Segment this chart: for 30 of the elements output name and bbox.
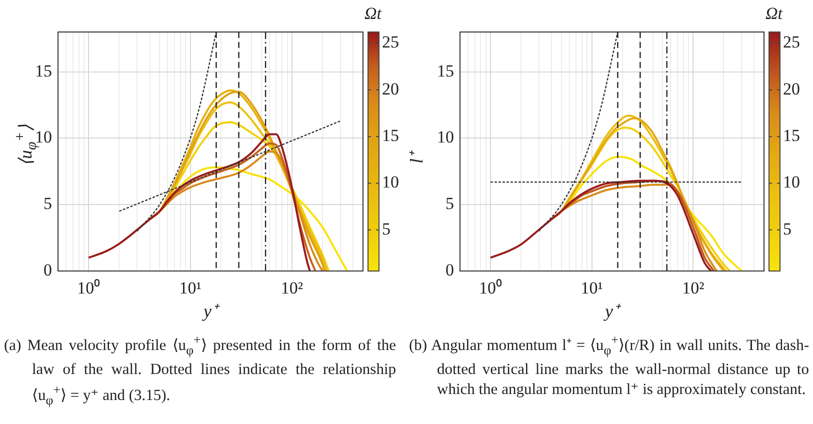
y-tick-label: 5: [446, 194, 454, 214]
color-bar-label: 25: [783, 32, 800, 52]
color-bar-label: 10: [382, 172, 399, 192]
x-axis-title: y⁺: [204, 300, 218, 322]
color-bar-label: 10: [783, 172, 800, 192]
color-bar-title: Ωt: [765, 4, 783, 24]
y-tick-label: 15: [35, 61, 52, 80]
color-bar-label: 15: [783, 126, 800, 146]
y-tick-label: 0: [44, 260, 52, 280]
y-tick-label: 15: [437, 61, 454, 80]
color-bar-label: 25: [382, 32, 399, 52]
x-axis-title: y⁺: [605, 300, 619, 322]
x-tick-label: 10⁰: [479, 278, 502, 298]
color-bar-label: 5: [783, 219, 792, 238]
y-tick-label: 5: [44, 194, 52, 214]
x-tick-label: 10²: [280, 278, 303, 298]
color-bar-label: 5: [382, 219, 390, 238]
y-tick-label: 10: [437, 128, 454, 147]
x-tick-label: 10¹: [179, 278, 202, 298]
x-tick-label: 10²: [682, 278, 704, 298]
color-bar-label: 20: [783, 79, 800, 98]
color-bar-label: 20: [382, 79, 399, 98]
text: (a) Mean velocity profile ⟨u$_{φ}$$^{+}$⟩ presented in the form of the law of the wall. Dotted lines indicate the relationship ⟨u$_{φ}$$^{+}$⟩ = y⁺ and (3.15).: [4, 332, 396, 408]
text: (b) Angular momentum l⁺ = ⟨u$_{φ}$$^{+}$⟩(r/R) in wall units. The dash-dotted vertical line marks the wall-normal distance up to which the angular momentum l⁺ is approximately constant.: [409, 331, 809, 400]
y-axis-title: l⁺: [406, 152, 428, 164]
color-bar-label: 15: [382, 126, 399, 146]
x-tick-label: 10⁰: [77, 278, 100, 298]
color-bar-title: Ωt: [364, 4, 382, 24]
y-tick-label: 0: [446, 260, 454, 280]
x-tick-label: 10¹: [580, 278, 603, 298]
